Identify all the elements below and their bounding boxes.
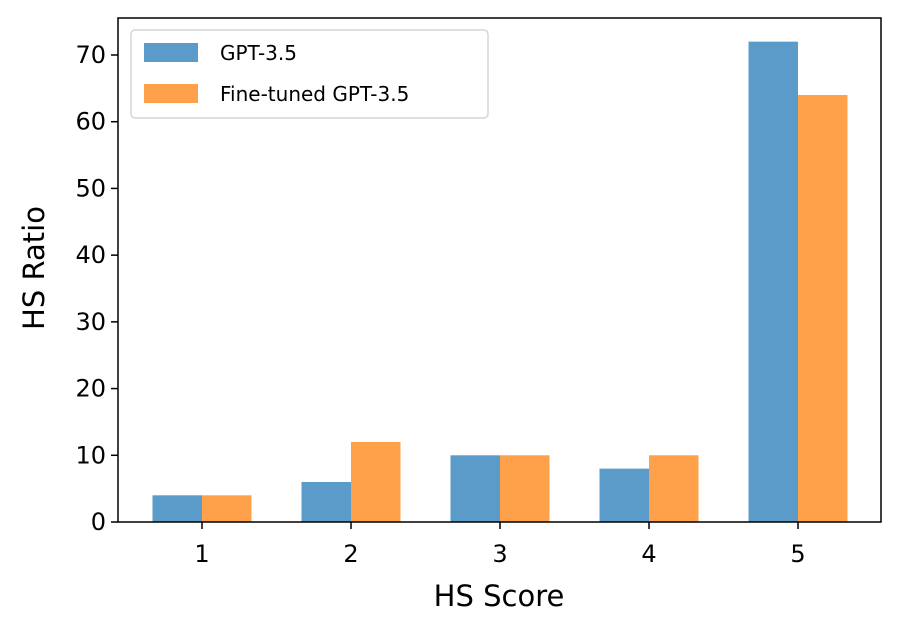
legend-label-finetuned: Fine-tuned GPT-3.5 bbox=[220, 82, 409, 106]
x-tick-label-2: 2 bbox=[343, 540, 358, 568]
x-tick-label-1: 1 bbox=[194, 540, 209, 568]
legend-box bbox=[130, 29, 489, 119]
legend-label-gpt35: GPT-3.5 bbox=[220, 41, 297, 65]
bar-gpt35-4 bbox=[599, 468, 649, 522]
y-tick-label-30: 30 bbox=[75, 308, 106, 336]
x-tick-label-5: 5 bbox=[790, 540, 805, 568]
bar-gpt35-2 bbox=[301, 481, 351, 522]
x-axis-ticks: 1 2 3 4 5 bbox=[194, 522, 806, 568]
bar-gpt35-3 bbox=[450, 455, 500, 522]
bar-finetuned-3 bbox=[500, 455, 550, 522]
bars-group bbox=[152, 41, 848, 523]
x-tick-label-4: 4 bbox=[641, 540, 656, 568]
y-tick-label-40: 40 bbox=[75, 241, 106, 269]
legend: GPT-3.5 Fine-tuned GPT-3.5 bbox=[130, 29, 489, 119]
y-tick-label-10: 10 bbox=[75, 441, 106, 469]
legend-swatch-gpt35 bbox=[144, 43, 198, 62]
y-tick-label-50: 50 bbox=[75, 174, 106, 202]
plot-frame bbox=[117, 17, 882, 523]
y-tick-label-60: 60 bbox=[75, 108, 106, 136]
bar-finetuned-4 bbox=[649, 455, 699, 522]
y-axis-title: HS Ratio bbox=[17, 206, 51, 330]
y-axis-ticks: 0 10 20 30 40 50 60 70 bbox=[75, 41, 118, 536]
bar-finetuned-1 bbox=[202, 495, 252, 522]
y-tick-label-0: 0 bbox=[91, 508, 106, 536]
x-tick-label-3: 3 bbox=[492, 540, 507, 568]
bar-gpt35-1 bbox=[152, 495, 202, 522]
y-tick-label-20: 20 bbox=[75, 375, 106, 403]
x-axis-title: HS Score bbox=[434, 579, 565, 613]
legend-swatch-finetuned bbox=[144, 84, 198, 103]
y-tick-label-70: 70 bbox=[75, 41, 106, 69]
bar-finetuned-5 bbox=[798, 95, 848, 523]
bar-finetuned-2 bbox=[351, 441, 401, 522]
bar-gpt35-5 bbox=[748, 41, 798, 523]
